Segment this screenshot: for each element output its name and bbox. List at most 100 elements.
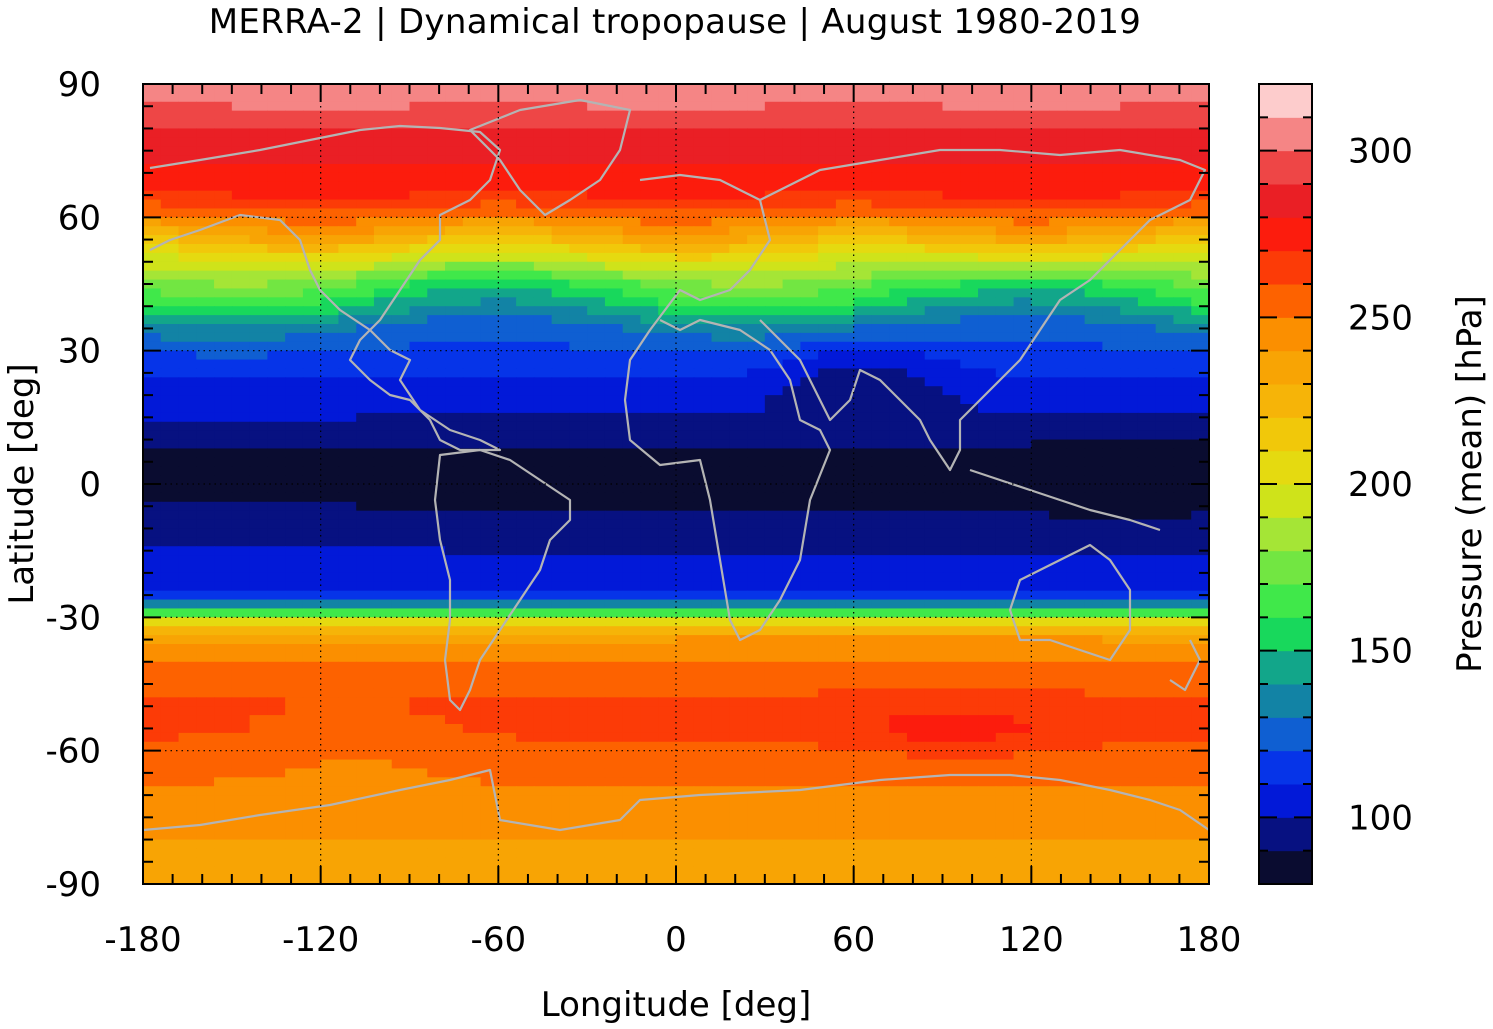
heatmap-cell bbox=[1102, 688, 1121, 698]
heatmap-cell bbox=[960, 217, 979, 227]
heatmap-cell bbox=[1031, 688, 1050, 698]
heatmap-cell bbox=[1102, 350, 1121, 361]
heatmap-cell bbox=[533, 812, 553, 823]
heatmap-cell bbox=[356, 741, 375, 752]
heatmap-cell bbox=[676, 430, 695, 441]
heatmap-cell bbox=[533, 332, 553, 343]
heatmap-cell bbox=[818, 297, 837, 307]
heatmap-cell bbox=[516, 430, 535, 441]
heatmap-cell bbox=[427, 110, 446, 121]
heatmap-cell bbox=[995, 199, 1015, 210]
heatmap-cell bbox=[906, 359, 926, 370]
heatmap-cell bbox=[906, 181, 926, 192]
heatmap-cell bbox=[960, 297, 979, 307]
heatmap-cell bbox=[640, 572, 659, 583]
heatmap-cell bbox=[906, 395, 926, 405]
heatmap-cell bbox=[889, 252, 908, 263]
heatmap-cell bbox=[747, 608, 766, 618]
heatmap-cell bbox=[924, 617, 944, 627]
heatmap-cell bbox=[729, 759, 748, 770]
heatmap-cell bbox=[604, 732, 624, 743]
heatmap-cell bbox=[604, 92, 624, 103]
heatmap-cell bbox=[835, 590, 855, 601]
heatmap-cell bbox=[676, 741, 695, 752]
heatmap-cell bbox=[1155, 359, 1175, 370]
heatmap-cell bbox=[729, 715, 748, 725]
heatmap-cell bbox=[729, 448, 748, 458]
heatmap-cell bbox=[214, 679, 233, 690]
heatmap-cell bbox=[693, 252, 713, 263]
heatmap-cell bbox=[160, 155, 180, 165]
heatmap-cell bbox=[516, 315, 535, 325]
heatmap-cell bbox=[676, 324, 695, 334]
heatmap-cell bbox=[889, 181, 908, 192]
heatmap-cell bbox=[196, 279, 215, 290]
heatmap-cell bbox=[267, 484, 286, 494]
heatmap-cell bbox=[480, 306, 499, 316]
heatmap-cell bbox=[533, 528, 553, 538]
heatmap-cell bbox=[729, 804, 748, 814]
heatmap-cell bbox=[356, 164, 375, 174]
heatmap-cell bbox=[516, 226, 535, 236]
heatmap-cell bbox=[853, 590, 873, 601]
heatmap-cell bbox=[853, 759, 873, 770]
heatmap-cell bbox=[587, 732, 606, 743]
heatmap-cell bbox=[960, 661, 979, 672]
heatmap-cell bbox=[338, 155, 357, 165]
heatmap-cell bbox=[462, 581, 482, 592]
heatmap-cell bbox=[302, 581, 322, 592]
heatmap-cell bbox=[1066, 759, 1086, 770]
heatmap-cell bbox=[338, 146, 357, 156]
heatmap-cell bbox=[924, 235, 944, 245]
heatmap-cell bbox=[676, 795, 695, 805]
heatmap-cell bbox=[1031, 457, 1050, 467]
heatmap-cell bbox=[1084, 128, 1103, 138]
heatmap-cell bbox=[942, 270, 961, 281]
heatmap-cell bbox=[729, 564, 748, 574]
heatmap-cell bbox=[178, 208, 197, 218]
heatmap-cell bbox=[587, 635, 606, 645]
heatmap-cell bbox=[356, 430, 375, 441]
heatmap-cell bbox=[320, 252, 340, 263]
heatmap-cell bbox=[498, 608, 517, 618]
heatmap-cell bbox=[214, 386, 233, 396]
heatmap-cell bbox=[604, 475, 624, 485]
heatmap-cell bbox=[391, 137, 411, 147]
heatmap-cell bbox=[960, 501, 979, 512]
heatmap-cell bbox=[373, 101, 393, 112]
heatmap-cell bbox=[747, 244, 766, 254]
heatmap-cell bbox=[1049, 190, 1068, 201]
heatmap-cell bbox=[906, 137, 926, 147]
heatmap-cell bbox=[640, 128, 659, 138]
heatmap-cell bbox=[498, 217, 517, 227]
heatmap-cell bbox=[782, 724, 801, 734]
heatmap-cell bbox=[587, 341, 606, 352]
heatmap-cell bbox=[1191, 217, 1209, 227]
heatmap-cell bbox=[320, 172, 340, 183]
heatmap-cell bbox=[658, 235, 677, 245]
heatmap-cell bbox=[196, 172, 215, 183]
heatmap-cell bbox=[889, 164, 908, 174]
heatmap-cell bbox=[942, 359, 961, 370]
heatmap-cell bbox=[480, 288, 499, 298]
heatmap-cell bbox=[711, 510, 730, 521]
heatmap-cell bbox=[711, 519, 730, 530]
heatmap-cell bbox=[569, 768, 588, 778]
heatmap-cell bbox=[1173, 368, 1192, 378]
heatmap-cell bbox=[764, 155, 784, 165]
heatmap-cell bbox=[995, 555, 1015, 565]
heatmap-cell bbox=[462, 92, 482, 103]
heatmap-cell bbox=[214, 786, 233, 796]
heatmap-cell bbox=[729, 546, 748, 556]
heatmap-cell bbox=[267, 412, 286, 423]
heatmap-cell bbox=[214, 439, 233, 450]
heatmap-cell bbox=[924, 172, 944, 183]
heatmap-cell bbox=[1084, 812, 1103, 823]
heatmap-cell bbox=[658, 110, 677, 121]
heatmap-cell bbox=[658, 261, 677, 272]
heatmap-cell bbox=[747, 395, 766, 405]
heatmap-cell bbox=[551, 217, 570, 227]
heatmap-cell bbox=[906, 92, 926, 103]
heatmap-cell bbox=[480, 492, 499, 503]
heatmap-cell bbox=[498, 146, 517, 156]
